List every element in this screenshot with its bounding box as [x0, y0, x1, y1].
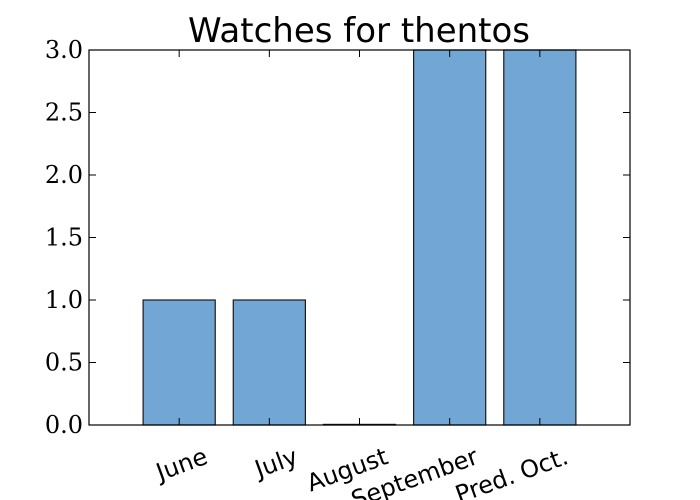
bar-june: [142, 299, 216, 426]
bar-pred-oct: [503, 49, 577, 426]
y-tick-label: 0.0: [45, 411, 83, 439]
x-tick-label: July: [249, 442, 301, 484]
y-tick-label: 1.0: [45, 286, 83, 314]
y-tick-label: 1.5: [45, 224, 83, 252]
y-tick-label: 3.0: [45, 36, 83, 64]
y-tick-label: 2.5: [45, 99, 83, 127]
x-tick-label: June: [151, 442, 212, 487]
bar-september: [413, 49, 487, 426]
bar-july: [232, 299, 306, 426]
y-tick-label: 0.5: [45, 349, 83, 377]
chart-title: Watches for thentos: [188, 11, 530, 51]
y-tick-label: 2.0: [45, 161, 83, 189]
